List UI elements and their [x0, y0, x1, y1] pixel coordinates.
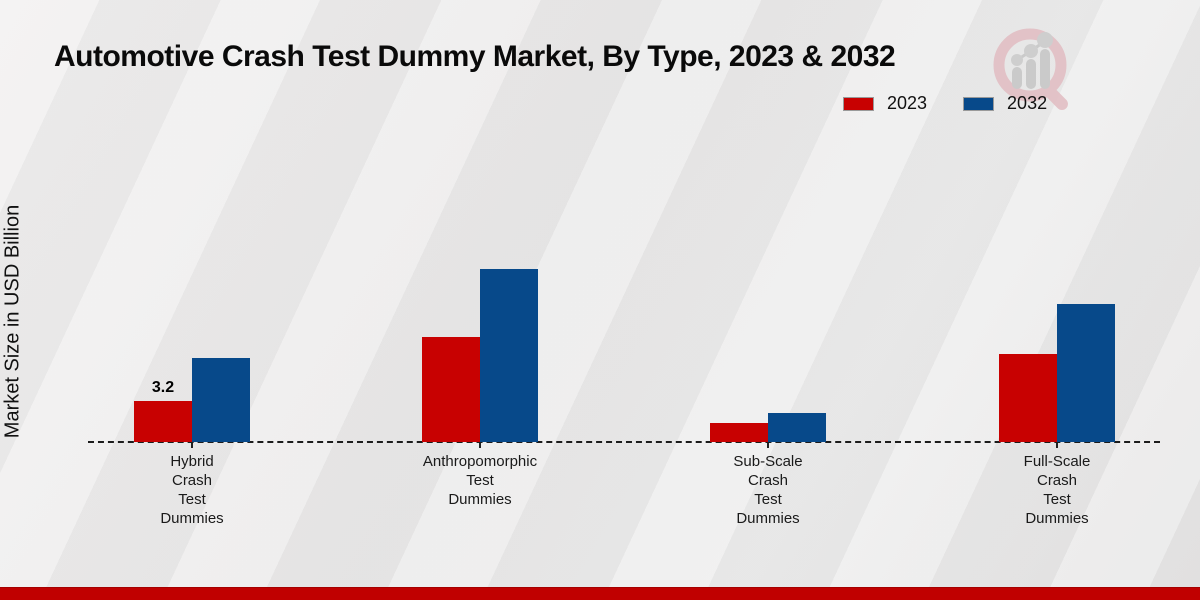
watermark-logo: [988, 24, 1080, 121]
category-label: Full-Scale Crash Test Dummies: [1023, 453, 1091, 527]
bar-2023-0: [134, 401, 192, 442]
bar-2023-2: [710, 423, 768, 442]
category-label: Hybrid Crash Test Dummies: [160, 453, 224, 527]
chart-title: Automotive Crash Test Dummy Market, By T…: [54, 40, 896, 73]
x-axis-dashed-line: [88, 441, 1160, 443]
legend: 2023 2032: [843, 93, 1047, 114]
bar-value-label: 3.2: [151, 379, 175, 396]
bar-2032-3: [1057, 304, 1115, 442]
legend-swatch-2032: [963, 96, 995, 111]
legend-label-2023: 2023: [887, 93, 928, 113]
bar-2032-2: [768, 413, 826, 442]
bar-2032-0: [192, 358, 250, 442]
footer-red-band: [0, 587, 1200, 600]
legend-swatch-2023: [843, 96, 874, 111]
category-label: Anthropomorphic Test Dummies: [422, 453, 538, 508]
magnifier-bar-chart-icon: [993, 28, 1068, 110]
legend-item-2032: 2032: [963, 93, 1047, 114]
legend-label-2032: 2032: [1007, 93, 1048, 113]
bar-2032-1: [480, 269, 538, 442]
x-axis-tick: [767, 443, 769, 448]
x-axis-tick: [479, 443, 481, 448]
legend-item-2023: 2023: [843, 93, 927, 114]
x-axis-tick: [1056, 443, 1058, 448]
bar-2023-3: [999, 354, 1057, 442]
category-label: Sub-Scale Crash Test Dummies: [733, 453, 803, 527]
bar-2023-1: [422, 337, 480, 442]
x-axis-tick: [191, 443, 193, 448]
